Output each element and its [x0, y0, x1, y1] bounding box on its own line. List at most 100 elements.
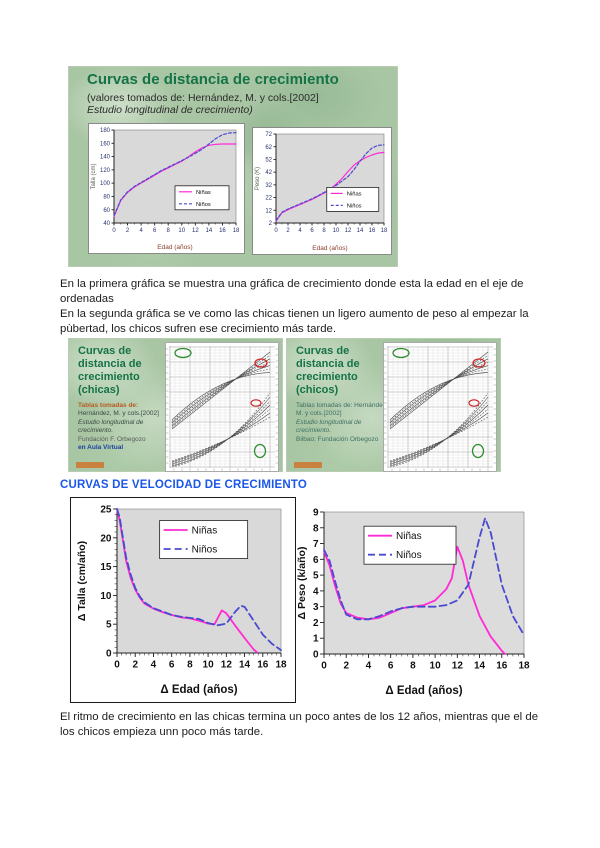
svg-text:Niños: Niños	[196, 202, 211, 208]
talla-chart-panel: 0 2 4 6 8 10 12 14 16 18 40 60 80 100 120 140 160 180 Niña…	[88, 123, 245, 254]
svg-text:72: 72	[265, 132, 272, 138]
svg-text:3: 3	[313, 602, 319, 613]
peso-velocity-panel: 0 2 4 6 8 10 12 14 16 18 0 1 2 3 4 5 6 7 8 9 Niñas Niños Δ Eda…	[296, 504, 532, 705]
svg-text:4: 4	[313, 586, 319, 597]
talla-velocity-panel: 0 2 4 6 8 10 12 14 16 18 0 5 10 15 20 25 Niñas Niños Δ Eda…	[70, 497, 296, 703]
svg-text:Niñas: Niñas	[192, 526, 218, 537]
svg-text:2: 2	[286, 228, 290, 234]
svg-text:Peso (K): Peso (K)	[255, 167, 261, 190]
svg-text:4: 4	[366, 661, 372, 672]
svg-text:12: 12	[345, 228, 352, 234]
svg-text:Edad (años): Edad (años)	[157, 244, 192, 251]
svg-text:5: 5	[313, 571, 319, 582]
svg-text:120: 120	[100, 168, 111, 174]
svg-text:22: 22	[265, 196, 272, 202]
svg-text:14: 14	[239, 660, 251, 671]
svg-text:15: 15	[100, 562, 112, 573]
svg-text:16: 16	[257, 660, 269, 671]
svg-text:4: 4	[298, 228, 302, 234]
svg-text:5: 5	[106, 620, 112, 631]
credit-line: Fundación F. Orbegozo	[78, 435, 146, 443]
svg-text:2: 2	[132, 660, 138, 671]
svg-text:Niños: Niños	[396, 550, 422, 561]
slide-logo-mark	[76, 462, 104, 468]
slide-chicos-credits: Tablas tomadas de: Hernández, M. y cols.…	[287, 397, 388, 444]
svg-text:Niños: Niños	[347, 203, 362, 209]
svg-text:0: 0	[313, 650, 319, 661]
svg-text:Niños: Niños	[192, 545, 218, 556]
svg-text:140: 140	[100, 155, 111, 161]
slide-chicas-credits: Tablas tomadas de: Hernández, M. y cols.…	[69, 397, 170, 453]
slide-subtitle-line2: Estudio longitudinal de crecimiento)	[87, 103, 253, 116]
svg-text:10: 10	[178, 228, 185, 234]
svg-text:10: 10	[203, 660, 215, 671]
svg-text:0: 0	[114, 660, 120, 671]
svg-text:12: 12	[221, 660, 233, 671]
svg-text:1: 1	[313, 634, 319, 645]
svg-text:Δ Edad (años): Δ Edad (años)	[160, 684, 237, 696]
svg-text:20: 20	[100, 533, 112, 544]
svg-text:0: 0	[274, 228, 278, 234]
svg-text:10: 10	[430, 661, 442, 672]
svg-text:6: 6	[313, 555, 319, 566]
svg-text:8: 8	[187, 660, 193, 671]
svg-text:6: 6	[153, 228, 157, 234]
credit-line: Estudio longitudinal de crecimiento.	[78, 418, 144, 435]
credit-line: Bilbao: Fundación Orbegozo	[296, 435, 379, 443]
svg-text:Edad (años): Edad (años)	[312, 245, 347, 252]
peso-distance-chart: 0 2 4 6 8 10 12 14 16 18212223242526272NiñasNiños…	[255, 132, 388, 252]
svg-text:Δ Edad (años): Δ Edad (años)	[385, 685, 462, 697]
svg-text:12: 12	[192, 228, 199, 234]
paragraph-conclusion: El ritmo de crecimiento en las chicas te…	[60, 711, 539, 739]
svg-text:14: 14	[474, 661, 486, 672]
svg-text:6: 6	[310, 228, 314, 234]
svg-text:8: 8	[313, 523, 319, 534]
svg-text:10: 10	[100, 591, 112, 602]
slide-chicos: Curvas de distancia de crecimiento (chic…	[286, 338, 501, 472]
svg-text:40: 40	[103, 221, 110, 227]
svg-text:8: 8	[322, 228, 326, 234]
svg-text:160: 160	[100, 141, 111, 147]
svg-text:Δ Talla (cm/año): Δ Talla (cm/año)	[76, 541, 88, 621]
svg-text:18: 18	[275, 660, 287, 671]
svg-text:52: 52	[265, 158, 272, 164]
slide-chicas: Curvas de distancia de crecimiento (chic…	[68, 338, 283, 472]
svg-text:12: 12	[265, 208, 272, 214]
svg-text:2: 2	[313, 618, 319, 629]
svg-text:80: 80	[103, 195, 110, 201]
svg-text:100: 100	[100, 181, 111, 187]
svg-text:16: 16	[219, 228, 226, 234]
chicos-percentile-chart	[384, 343, 496, 471]
talla-velocity-chart: 0 2 4 6 8 10 12 14 16 18 0 5 10 15 20 25 Niñas Niños Δ Eda…	[76, 505, 287, 697]
svg-text:12: 12	[452, 661, 464, 672]
svg-text:0: 0	[106, 649, 112, 660]
svg-text:4: 4	[139, 228, 143, 234]
svg-text:14: 14	[357, 228, 364, 234]
svg-text:10: 10	[333, 228, 340, 234]
chicas-percentile-panel	[165, 342, 279, 472]
talla-distance-chart: 0 2 4 6 8 10 12 14 16 18 40 60 80 100 120 140 160 180 Niña…	[91, 128, 240, 251]
paragraph-first-chart: En la primera gráfica se muestra una grá…	[60, 278, 524, 306]
svg-text:14: 14	[206, 228, 213, 234]
slide-title: Curvas de distancia de crecimiento	[87, 71, 339, 88]
svg-text:180: 180	[100, 128, 111, 134]
slide-chicos-title: Curvas de distancia de crecimiento (chic…	[296, 345, 360, 396]
svg-text:2: 2	[269, 221, 273, 227]
slide-logo-mark	[294, 462, 322, 468]
svg-text:Δ Peso (k/año): Δ Peso (k/año)	[296, 547, 308, 620]
slide-subtitle-line1: (valores tomados de: Hernández, M. y col…	[87, 91, 319, 104]
credit-line: Hernández, M. y cols.[2002]	[78, 410, 159, 418]
svg-text:8: 8	[410, 661, 416, 672]
svg-text:18: 18	[381, 228, 388, 234]
credit-line: Estudio longitudinal de crecimiento.	[296, 418, 362, 435]
svg-text:2: 2	[126, 228, 130, 234]
percentile-slides-row: Curvas de distancia de crecimiento (chic…	[68, 338, 502, 472]
svg-text:0: 0	[321, 661, 327, 672]
svg-text:9: 9	[313, 508, 319, 519]
svg-text:6: 6	[388, 661, 394, 672]
svg-text:7: 7	[313, 539, 319, 550]
svg-text:0: 0	[112, 228, 116, 234]
svg-text:25: 25	[100, 505, 112, 516]
svg-text:4: 4	[151, 660, 157, 671]
